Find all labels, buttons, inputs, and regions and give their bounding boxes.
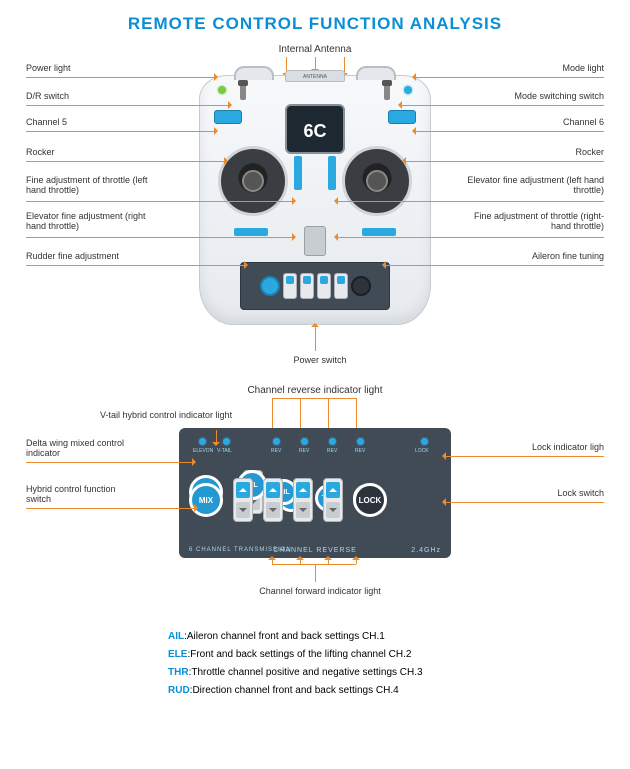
led-rev-ele [301, 438, 308, 445]
led-elevon [199, 438, 206, 445]
screen-text: 6C [287, 106, 343, 156]
led-rev-ail [273, 438, 280, 445]
left-horiz-trim[interactable] [234, 228, 268, 236]
led-lock-lbl: LOCK [415, 448, 429, 454]
antenna-cap: ANTENNA [285, 70, 345, 82]
lbl-lock-switch: Lock switch [474, 488, 604, 498]
power-switch[interactable] [304, 226, 326, 256]
legend-ail: AIL:Aileron channel front and back setti… [168, 628, 630, 646]
lbl-vtail: V-tail hybrid control indicator light [100, 410, 270, 420]
led-rev-lbl1: REV [271, 448, 281, 454]
lbl-aileron-fine: Aileron fine tuning [484, 251, 604, 261]
lbl-hybrid: Hybrid control function switch [26, 484, 136, 504]
right-horiz-trim[interactable] [362, 228, 396, 236]
lbl-mode-switch: Mode switching switch [484, 91, 604, 101]
lcd-screen: 6C [285, 104, 345, 154]
lbl-mode-light: Mode light [484, 63, 604, 73]
legend-thr: THR:Throttle channel positive and negati… [168, 664, 630, 682]
lbl-power-light: Power light [26, 63, 146, 73]
led-rev-lbl3: REV [327, 448, 337, 454]
caption-right: 2.4GHz [411, 547, 441, 554]
lbl-rudder-fine: Rudder fine adjustment [26, 251, 146, 261]
led-rev-thr [329, 438, 336, 445]
lbl-ch6: Channel 6 [484, 117, 604, 127]
led-elevon-lbl: ELEVON [193, 448, 213, 454]
lbl-rocker-r: Rocker [484, 147, 604, 157]
page-title: REMOTE CONTROL FUNCTION ANALYSIS [0, 0, 630, 34]
internal-antenna-label: Internal Antenna [0, 44, 630, 55]
channel5-knob[interactable] [214, 110, 242, 124]
dr-switch[interactable] [240, 84, 246, 100]
lbl-fine-throttle-l: Fine adjustment of throttle (left hand t… [26, 175, 166, 195]
led-rev-lbl4: REV [355, 448, 365, 454]
led-rev-lbl2: REV [299, 448, 309, 454]
led-lock [421, 438, 428, 445]
lbl-elev-fine-l: Elevator fine adjustment (left hand thro… [464, 175, 604, 195]
lbl-delta: Delta wing mixed control indicator [26, 438, 146, 458]
mode-light [404, 86, 412, 94]
mini-rud[interactable] [334, 273, 348, 299]
handle-right [356, 66, 396, 80]
mini-thr[interactable] [317, 273, 331, 299]
right-vert-trim[interactable] [328, 156, 336, 190]
mini-ele[interactable] [300, 273, 314, 299]
lbl-ch5: Channel 5 [26, 117, 146, 127]
led-rev-rud [357, 438, 364, 445]
lbl-elev-fine-r: Elevator fine adjustment (right hand thr… [26, 211, 166, 231]
mini-lock[interactable] [351, 276, 371, 296]
led-vtail [223, 438, 230, 445]
rev-light-label: Channel reverse indicator light [0, 385, 630, 396]
c-ele: ELE [277, 484, 305, 512]
lbl-fine-throttle-r: Fine adjustment of throttle (right-hand … [464, 211, 604, 231]
c-ail: AIL [239, 484, 267, 512]
lbl-power-switch: Power switch [280, 355, 360, 365]
legend: AIL:Aileron channel front and back setti… [168, 628, 630, 700]
handle-left [234, 66, 274, 80]
c-rud: RUD [353, 484, 381, 512]
legend-ele: ELE:Front and back settings of the lifti… [168, 646, 630, 664]
caption-left: 6 CHANNEL TRANSMISSION [189, 547, 292, 553]
legend-rud: RUD:Direction channel front and back set… [168, 682, 630, 700]
mode-switch[interactable] [384, 84, 390, 100]
left-vert-trim[interactable] [294, 156, 302, 190]
bottom-diagram: ELEVON V-TAIL REV REV REV REV LOCK MIX A… [0, 400, 630, 620]
lbl-lock-light: Lock indicator ligh [474, 442, 604, 452]
lbl-dr-switch: D/R switch [26, 91, 146, 101]
lbl-rocker-l: Rocker [26, 147, 146, 157]
c-thr: THR [315, 484, 343, 512]
remote-body: ANTENNA 6C [199, 75, 431, 325]
channel6-knob[interactable] [388, 110, 416, 124]
panel-caption: 6 CHANNEL TRANSMISSION CHANNEL REVERSE 2… [179, 547, 451, 554]
lower-panel-mini [240, 262, 390, 310]
mini-ail[interactable] [283, 273, 297, 299]
mini-mix[interactable] [260, 276, 280, 296]
top-diagram: ANTENNA 6C Power light [0, 59, 630, 379]
lbl-fwd-light: Channel forward indicator light [230, 586, 410, 596]
power-light [218, 86, 226, 94]
led-row: ELEVON V-TAIL REV REV REV REV LOCK [189, 438, 441, 452]
